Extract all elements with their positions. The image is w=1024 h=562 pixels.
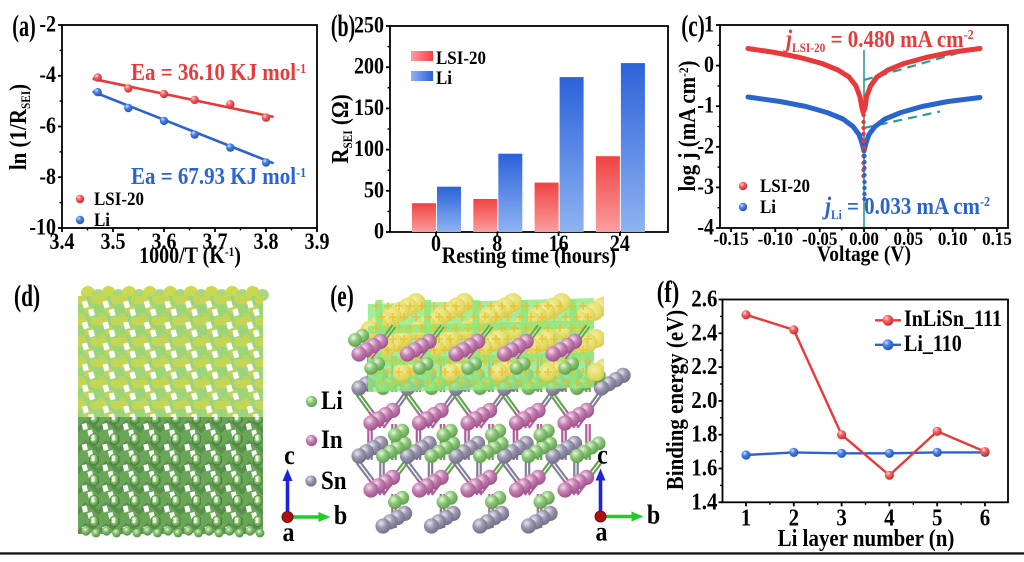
svg-text:log j (mA cm-2): log j (mA cm-2) xyxy=(674,60,701,191)
svg-text:1.8: 1.8 xyxy=(691,420,717,447)
svg-text:Li: Li xyxy=(436,67,452,88)
svg-text:6: 6 xyxy=(980,504,990,531)
svg-text:1000/T (K-1): 1000/T (K-1) xyxy=(139,243,241,269)
svg-text:a: a xyxy=(595,516,607,547)
svg-text:LSI-20: LSI-20 xyxy=(436,47,486,68)
svg-text:b: b xyxy=(334,499,347,530)
svg-text:0.05: 0.05 xyxy=(893,228,923,249)
svg-text:1.6: 1.6 xyxy=(691,454,717,481)
svg-text:-10: -10 xyxy=(29,214,56,240)
svg-text:2.2: 2.2 xyxy=(691,353,717,380)
svg-text:0.10: 0.10 xyxy=(938,228,968,249)
svg-text:Sn: Sn xyxy=(321,467,347,496)
svg-text:-0.15: -0.15 xyxy=(713,228,748,249)
svg-text:Li: Li xyxy=(94,209,110,230)
svg-text:-4: -4 xyxy=(39,62,56,88)
svg-text:150: 150 xyxy=(354,95,384,121)
svg-text:-0.10: -0.10 xyxy=(758,228,793,249)
svg-text:Resting time (hours): Resting time (hours) xyxy=(442,243,616,269)
svg-text:2.6: 2.6 xyxy=(691,285,717,312)
svg-text:8: 8 xyxy=(492,231,502,257)
svg-text:1: 1 xyxy=(741,504,751,531)
svg-text:-2: -2 xyxy=(39,11,56,37)
svg-text:50: 50 xyxy=(364,177,384,203)
svg-text:0: 0 xyxy=(374,218,384,244)
svg-text:1: 1 xyxy=(704,11,714,37)
svg-text:(d): (d) xyxy=(14,279,40,313)
svg-text:jLi = 0.033 mA cm-2: jLi = 0.033 mA cm-2 xyxy=(821,193,990,223)
svg-text:3.7: 3.7 xyxy=(202,229,227,255)
svg-text:3: 3 xyxy=(836,504,846,531)
svg-text:0.00: 0.00 xyxy=(849,228,879,249)
svg-text:-4: -4 xyxy=(697,214,714,240)
svg-text:c: c xyxy=(597,439,608,470)
svg-text:3.9: 3.9 xyxy=(304,229,329,255)
svg-text:Ea = 36.10 KJ mol-1: Ea = 36.10 KJ mol-1 xyxy=(131,59,306,86)
svg-text:0.15: 0.15 xyxy=(982,228,1012,249)
svg-text:3.5: 3.5 xyxy=(100,229,125,255)
svg-text:LSI-20: LSI-20 xyxy=(760,175,810,196)
svg-text:(e): (e) xyxy=(330,279,353,313)
svg-text:LSI-20: LSI-20 xyxy=(94,188,144,209)
svg-text:a: a xyxy=(282,516,294,547)
svg-text:0: 0 xyxy=(431,231,441,257)
svg-text:3.6: 3.6 xyxy=(151,229,176,255)
svg-text:-6: -6 xyxy=(39,113,56,139)
svg-text:(c): (c) xyxy=(681,9,704,43)
svg-text:(b): (b) xyxy=(331,9,355,43)
svg-text:4: 4 xyxy=(884,504,894,531)
svg-text:(f): (f) xyxy=(657,275,680,309)
svg-text:Li: Li xyxy=(321,387,343,416)
svg-text:0: 0 xyxy=(704,52,714,78)
svg-text:2.4: 2.4 xyxy=(691,319,717,346)
svg-text:2.0: 2.0 xyxy=(691,387,717,414)
svg-text:(a): (a) xyxy=(12,9,35,43)
svg-text:3.4: 3.4 xyxy=(49,229,74,255)
svg-text:b: b xyxy=(647,499,660,530)
svg-text:1.4: 1.4 xyxy=(691,488,717,515)
svg-text:24: 24 xyxy=(610,231,630,257)
svg-text:5: 5 xyxy=(932,504,942,531)
svg-text:Li_110: Li_110 xyxy=(904,331,962,357)
svg-text:Li: Li xyxy=(760,196,776,217)
svg-text:Ea = 67.93 KJ mol-1: Ea = 67.93 KJ mol-1 xyxy=(131,163,306,190)
svg-text:3.8: 3.8 xyxy=(253,229,278,255)
svg-text:c: c xyxy=(284,439,295,470)
svg-text:2: 2 xyxy=(789,504,799,531)
svg-text:In: In xyxy=(321,426,343,455)
svg-text:-0.05: -0.05 xyxy=(802,228,837,249)
svg-text:200: 200 xyxy=(354,53,384,79)
svg-text:-3: -3 xyxy=(697,174,714,200)
svg-text:250: 250 xyxy=(354,12,384,38)
svg-text:-2: -2 xyxy=(697,133,714,159)
svg-text:jLSI-20 = 0.480 mA cm-2: jLSI-20 = 0.480 mA cm-2 xyxy=(782,26,973,56)
svg-text:100: 100 xyxy=(354,136,384,162)
svg-text:Voltage (V): Voltage (V) xyxy=(817,241,911,267)
svg-text:16: 16 xyxy=(549,231,569,257)
svg-text:-1: -1 xyxy=(697,92,714,118)
svg-text:InLiSn_111: InLiSn_111 xyxy=(904,306,1002,332)
svg-text:RSEI (Ω): RSEI (Ω) xyxy=(327,94,356,163)
svg-text:-8: -8 xyxy=(39,164,56,190)
svg-text:Li layer number (n): Li layer number (n) xyxy=(778,525,955,552)
svg-text:Binding energy (eV): Binding energy (eV) xyxy=(662,310,689,490)
